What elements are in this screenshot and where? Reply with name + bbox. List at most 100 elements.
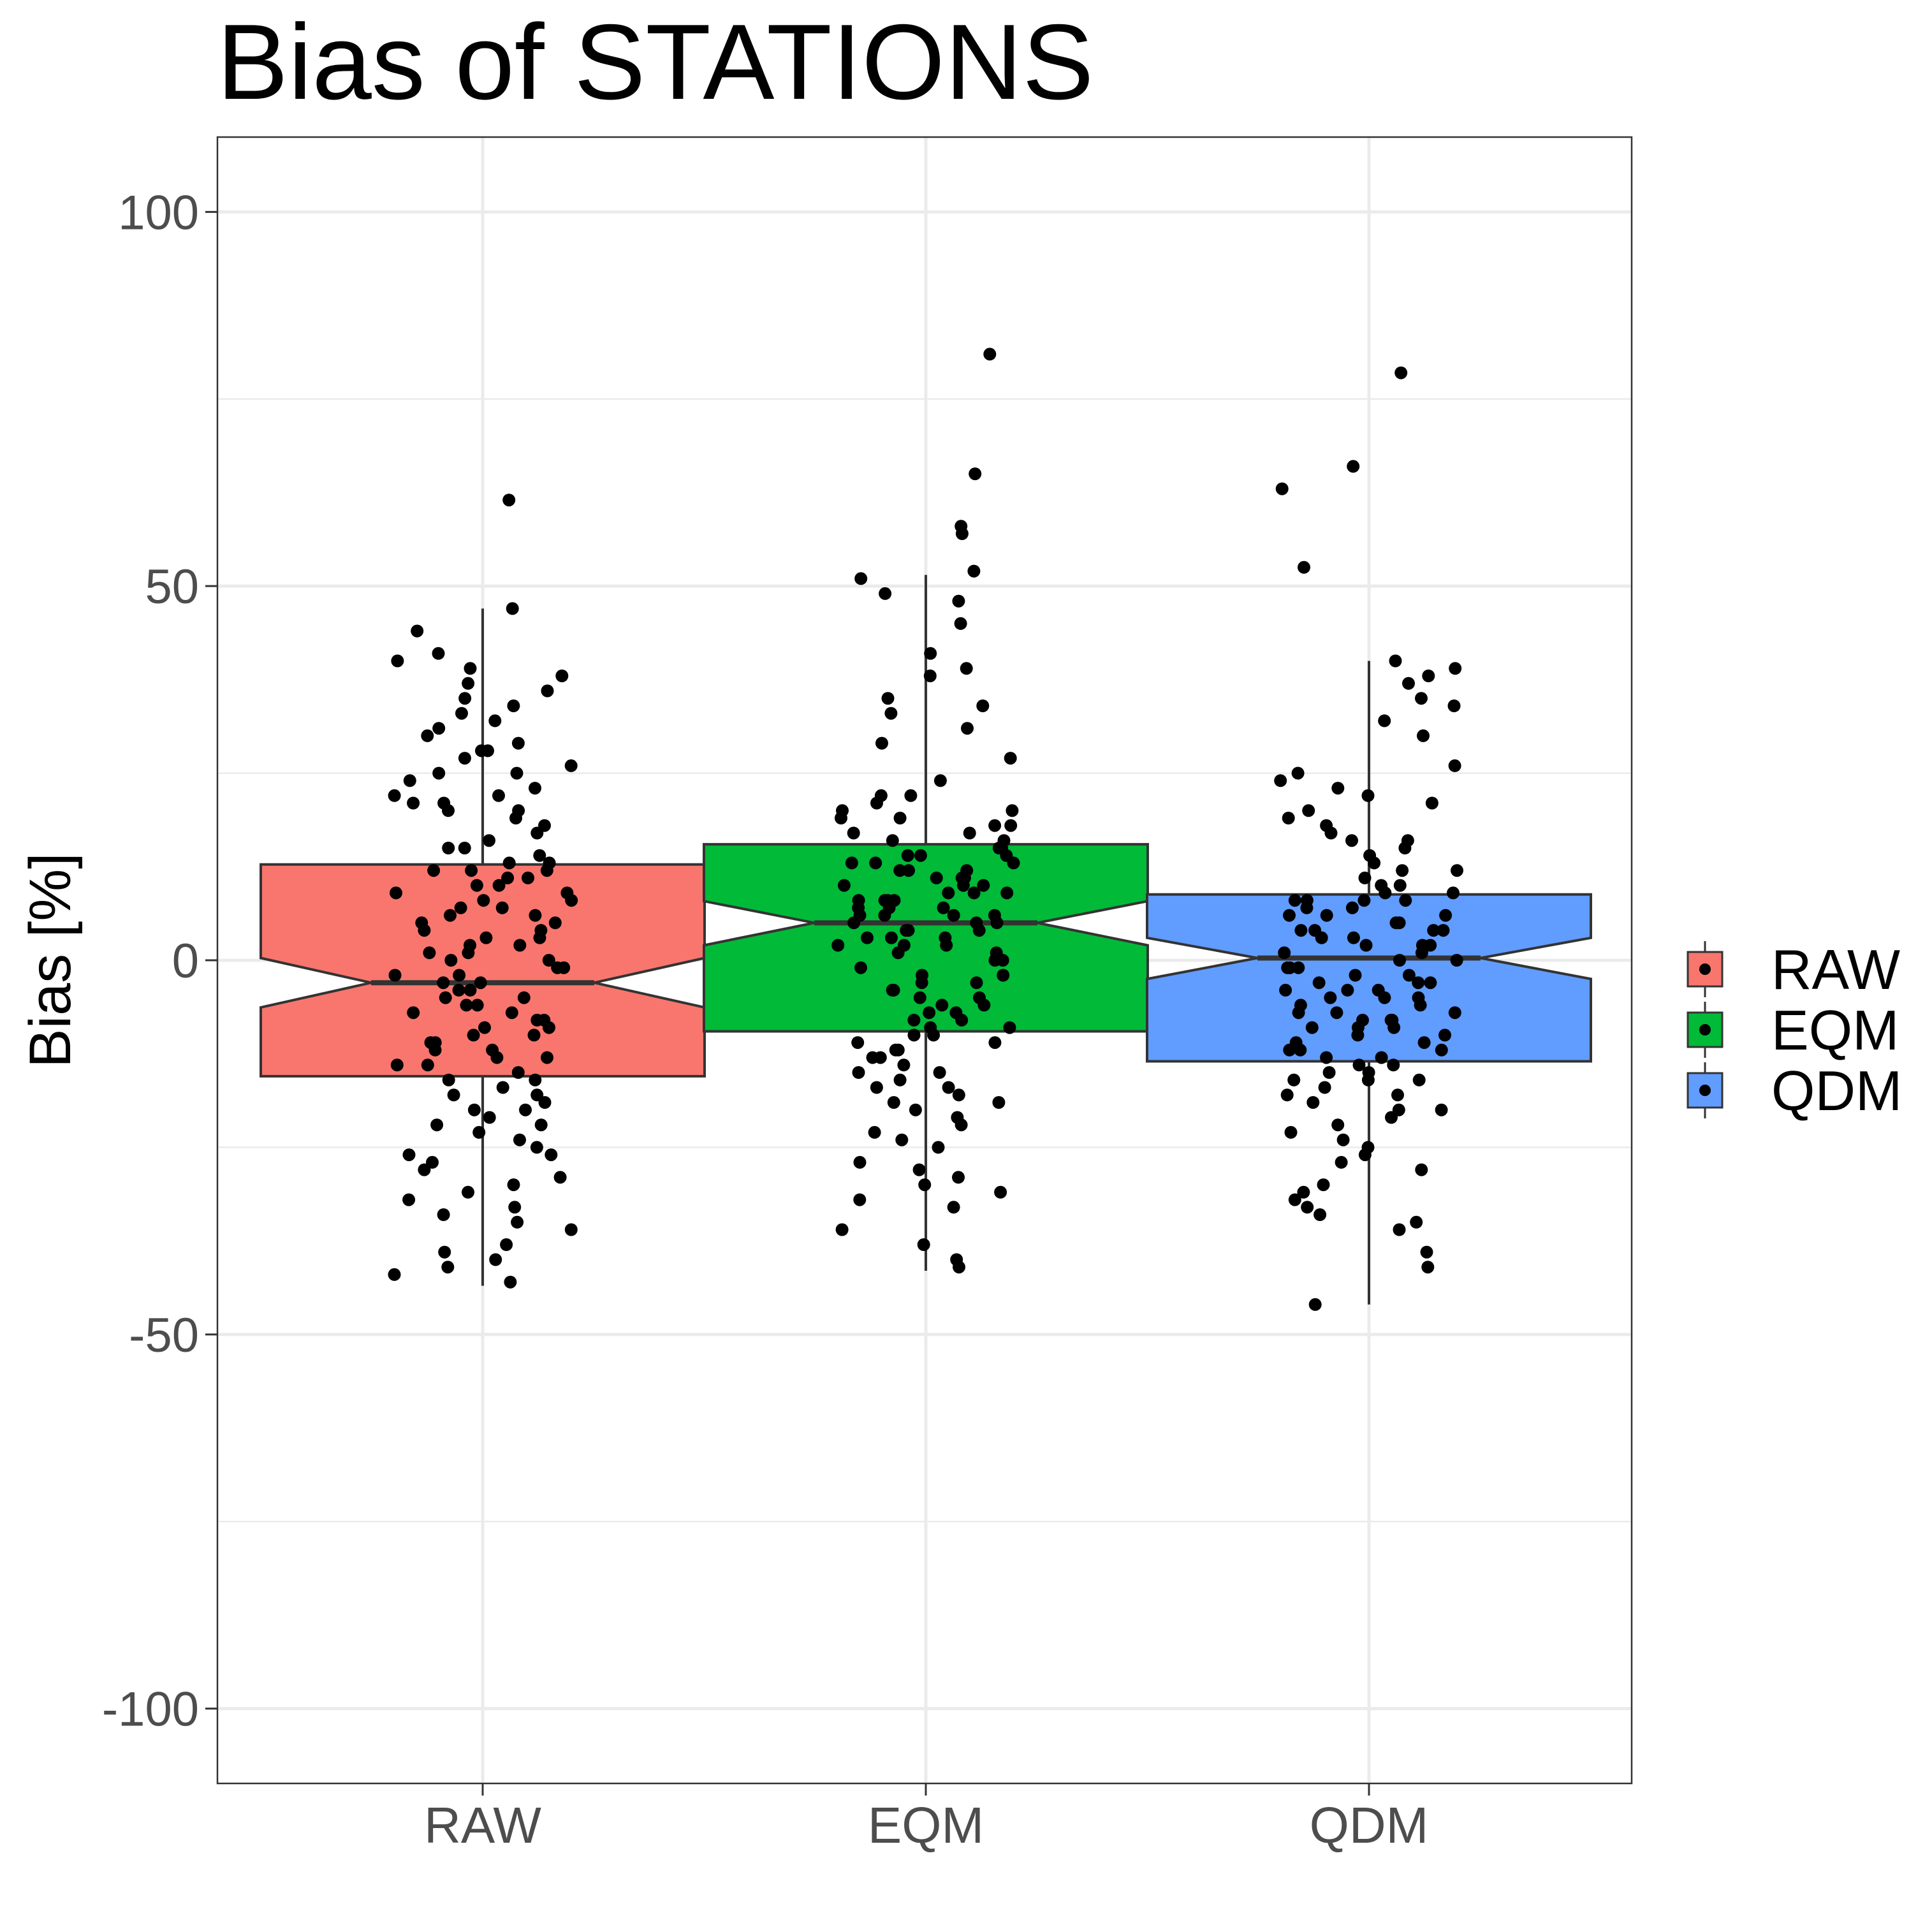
data-point (1393, 1223, 1406, 1236)
data-point (407, 1006, 420, 1020)
data-point (421, 1058, 434, 1072)
data-point (977, 879, 990, 892)
data-point (1331, 1118, 1345, 1132)
data-point (874, 789, 888, 802)
data-point (933, 1066, 946, 1079)
data-point (388, 789, 401, 802)
data-point (531, 1013, 544, 1027)
data-point (1392, 1103, 1405, 1116)
data-point (478, 1021, 491, 1034)
data-point (483, 1111, 496, 1124)
data-point (553, 1171, 567, 1184)
data-point (391, 654, 404, 668)
data-point (1361, 789, 1375, 802)
data-point (1278, 946, 1291, 960)
data-point (534, 924, 548, 937)
data-point (1289, 1036, 1303, 1050)
data-point (923, 670, 937, 682)
data-point (1331, 782, 1345, 795)
legend-key-point (1699, 1085, 1711, 1096)
data-point (511, 736, 525, 750)
data-point (868, 1125, 881, 1139)
data-point (992, 1096, 1006, 1109)
data-point (1424, 939, 1437, 952)
data-point (432, 722, 446, 735)
data-point (1387, 1058, 1400, 1072)
data-point (930, 871, 943, 884)
data-point (1341, 983, 1354, 997)
data-point (1358, 871, 1372, 884)
data-point (1449, 662, 1462, 675)
data-point (442, 804, 455, 817)
data-point (1361, 1141, 1375, 1154)
data-point (1322, 1066, 1336, 1079)
data-point (1422, 670, 1435, 682)
data-point (1420, 1245, 1433, 1259)
data-point (1294, 924, 1308, 937)
data-point (924, 1021, 937, 1034)
data-point (895, 1133, 909, 1146)
data-point (973, 991, 986, 1004)
data-point (1308, 1298, 1322, 1311)
data-point (439, 991, 452, 1004)
data-point (529, 782, 541, 795)
data-point (1324, 991, 1337, 1004)
data-point (1347, 460, 1360, 473)
legend-key-box (1687, 951, 1723, 988)
data-point (489, 1253, 502, 1266)
data-point (418, 1163, 431, 1176)
data-point (488, 714, 502, 728)
y-tick-label: 0 (172, 934, 199, 988)
data-point (955, 527, 969, 540)
data-point (1448, 1006, 1461, 1020)
data-point (963, 826, 976, 840)
data-point (1386, 1013, 1399, 1027)
legend-item-eqm: EQM (1687, 999, 1899, 1062)
data-point (955, 1118, 968, 1132)
data-point (467, 1028, 480, 1042)
data-point (935, 999, 949, 1012)
data-point (411, 624, 424, 638)
data-point (511, 1215, 524, 1229)
data-point (831, 939, 845, 952)
data-point (886, 983, 899, 997)
data-point (907, 1028, 921, 1042)
data-point (870, 1081, 883, 1094)
data-point (423, 946, 436, 960)
data-point (548, 916, 562, 930)
data-point (1351, 1021, 1365, 1034)
data-point (861, 931, 874, 944)
data-point (427, 864, 441, 877)
data-point (1372, 983, 1385, 997)
data-point (1320, 819, 1333, 832)
data-point (969, 467, 982, 481)
data-point (1308, 924, 1322, 937)
data-point (907, 1013, 921, 1027)
data-point (866, 1051, 879, 1064)
data-point (878, 909, 891, 922)
data-point (534, 1118, 548, 1132)
data-point (902, 864, 915, 877)
data-point (994, 1185, 1007, 1199)
data-point (437, 976, 450, 990)
data-point (1004, 819, 1018, 832)
data-point (513, 939, 527, 952)
data-point (1318, 1081, 1331, 1094)
data-point (492, 879, 506, 892)
data-point (517, 991, 531, 1004)
data-point (1435, 1103, 1448, 1116)
data-point (421, 729, 434, 742)
chart-title: Bias of STATIONS (217, 2, 1094, 122)
data-point (1389, 916, 1403, 930)
data-point (942, 886, 955, 900)
data-point (481, 744, 494, 757)
data-point (967, 564, 981, 578)
data-point (1314, 1208, 1327, 1221)
data-point (1415, 692, 1428, 705)
data-point (949, 1006, 963, 1020)
data-point (541, 684, 554, 698)
data-point (1292, 961, 1305, 974)
legend-label: RAW (1771, 938, 1900, 1001)
data-point (452, 983, 465, 997)
data-point (1401, 834, 1414, 847)
